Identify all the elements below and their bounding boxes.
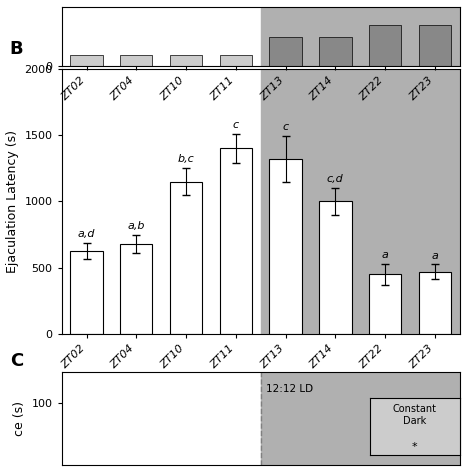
Bar: [369, 274, 401, 334]
Text: B: B: [10, 40, 24, 58]
Text: c: c: [233, 120, 239, 130]
Bar: [170, 182, 202, 334]
Text: a: a: [382, 250, 389, 260]
Text: a,d: a,d: [78, 228, 95, 238]
Bar: [419, 25, 451, 66]
Bar: [70, 251, 103, 334]
Text: c,d: c,d: [327, 174, 344, 184]
Bar: [269, 159, 302, 334]
Bar: [269, 37, 302, 66]
Text: C: C: [10, 352, 23, 370]
Y-axis label: ce (s): ce (s): [13, 401, 26, 436]
Bar: [319, 201, 352, 334]
Bar: [261, 372, 460, 465]
Text: Constant
Dark: Constant Dark: [393, 404, 437, 426]
Y-axis label: Ejaculation Latency (s): Ejaculation Latency (s): [6, 130, 19, 273]
Text: b,c: b,c: [178, 155, 194, 164]
Bar: [319, 37, 352, 66]
Bar: [120, 55, 153, 66]
Bar: [170, 55, 202, 66]
Bar: [261, 7, 460, 66]
Text: a,b: a,b: [128, 221, 145, 231]
Bar: [70, 55, 103, 66]
Bar: [419, 272, 451, 334]
Text: *: *: [412, 441, 418, 452]
Text: a: a: [431, 251, 438, 261]
Text: 12:12 LD: 12:12 LD: [265, 384, 313, 394]
Bar: [219, 148, 252, 334]
Text: c: c: [283, 122, 289, 132]
Bar: [261, 69, 460, 334]
Bar: [120, 244, 153, 334]
Bar: [219, 55, 252, 66]
Bar: [369, 25, 401, 66]
